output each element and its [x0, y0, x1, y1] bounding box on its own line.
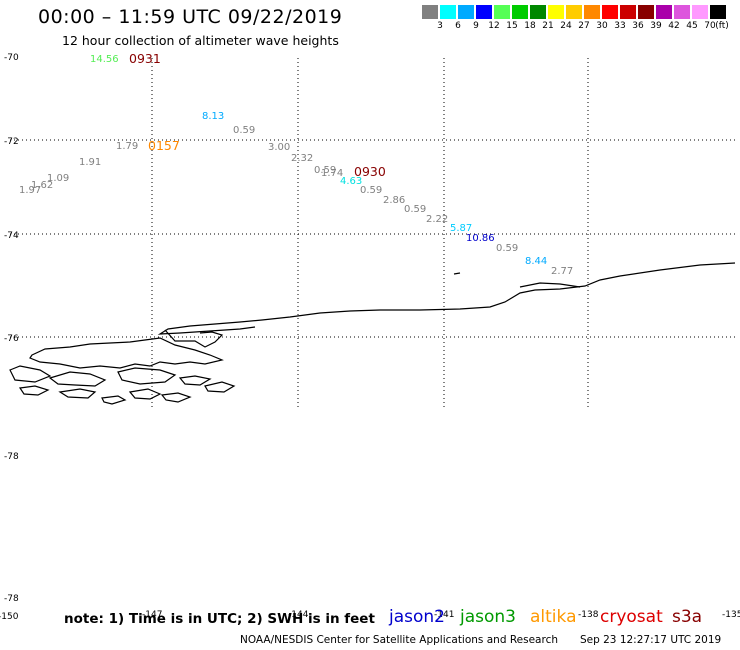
swh-value-label: 1.62	[31, 180, 53, 191]
swh-labels: 14.568.130.591.79 3.002.321.910.591.741.0…	[19, 54, 573, 277]
color-swatch	[458, 5, 475, 19]
color-swatch	[440, 5, 457, 19]
swh-value-label: 2.22	[426, 214, 448, 225]
color-swatch	[692, 5, 709, 19]
color-scale-label: 9	[473, 21, 479, 31]
satellite-legend-s3a: s3a	[672, 607, 703, 627]
color-scale-label: 36	[632, 21, 644, 31]
lat-label: -72	[4, 137, 19, 147]
satellite-legend-jason2: jason2	[389, 607, 445, 627]
color-swatch	[638, 5, 655, 19]
lat-label: -78	[4, 452, 19, 462]
color-scale-label: 27	[578, 21, 590, 31]
color-swatch	[494, 5, 511, 19]
pass-time-label: 0930	[354, 164, 386, 179]
swh-value-label: 4.63	[340, 176, 362, 187]
color-scale-label: 12	[488, 21, 500, 31]
map-title: 00:00 – 11:59 UTC 09/22/2019	[38, 6, 343, 28]
color-scale-label: 70	[704, 21, 716, 31]
color-scale-label: 24	[560, 21, 572, 31]
color-swatch	[476, 5, 493, 19]
color-scale-label: 33	[614, 21, 626, 31]
units-note: note: 1) Time is in UTC; 2) SWH is in fe…	[64, 611, 375, 627]
color-scale-legend: 3 6 9 12 15 18 21 24 27 30 33 36 39 42 45 70 (ft)	[422, 5, 729, 35]
swh-value-label: 2.86	[383, 195, 405, 206]
color-scale-label: 39	[650, 21, 662, 31]
color-scale-label: 15	[506, 21, 518, 31]
swh-value-label: 0.59	[314, 165, 336, 176]
map-subtitle: 12 hour collection of altimeter wave hei…	[62, 33, 339, 48]
lon-label: -150	[0, 612, 19, 622]
pass-time-labels: 0931 0157 0930	[129, 51, 386, 179]
color-scale-units: (ft)	[715, 21, 729, 31]
map-gridlines	[10, 58, 735, 408]
color-scale-label: 18	[524, 21, 536, 31]
swh-value-label: 14.56	[90, 54, 119, 65]
swh-value-label: 0.59	[233, 125, 255, 136]
swh-value-label: 2.32	[291, 153, 313, 164]
swh-value-label: 1.74	[321, 168, 343, 179]
color-swatch	[656, 5, 673, 19]
color-swatch	[512, 5, 529, 19]
swh-value-label: 3.00	[268, 142, 290, 153]
lat-label: -70	[4, 53, 19, 63]
pass-time-label: 0157	[148, 138, 180, 153]
color-swatch	[602, 5, 619, 19]
swh-value-label: 10.86	[466, 233, 495, 244]
swh-value-label: 0.59	[404, 204, 426, 215]
color-scale-label: 3	[437, 21, 443, 31]
lat-label: -74	[4, 231, 19, 241]
color-scale-label: 42	[668, 21, 680, 31]
color-swatch	[620, 5, 637, 19]
satellite-legend-jason3: jason3	[460, 607, 516, 627]
color-swatch	[674, 5, 691, 19]
lon-label: -138	[578, 610, 599, 620]
color-swatch	[584, 5, 601, 19]
lat-label: -78	[4, 594, 19, 604]
lat-label: -76	[4, 334, 19, 344]
swh-value-label: 1.91	[79, 157, 101, 168]
swh-value-label: 1.09	[47, 173, 69, 184]
credit-line: NOAA/NESDIS Center for Satellite Applica…	[240, 634, 558, 646]
color-swatch	[422, 5, 439, 19]
latitude-labels: -70 -72 -74 -76 -78 -78	[4, 53, 19, 604]
satellite-legend-cryosat: cryosat	[600, 607, 663, 627]
color-scale-label: 45	[686, 21, 698, 31]
swh-value-label: 8.44	[525, 256, 547, 267]
generated-timestamp: Sep 23 12:27:17 UTC 2019	[580, 634, 722, 646]
color-swatch	[548, 5, 565, 19]
swh-value-label: 0.59	[360, 185, 382, 196]
swh-value-label: 5.87	[450, 223, 472, 234]
color-swatch	[566, 5, 583, 19]
color-scale-label: 6	[455, 21, 461, 31]
lon-label: -141	[434, 610, 454, 620]
longitude-labels: -150 -147 -144 -141 -138 -135	[0, 610, 740, 622]
swh-value-label: 0.59	[496, 243, 518, 254]
lon-label: -135	[722, 610, 740, 620]
color-scale-label: 21	[542, 21, 554, 31]
lon-label: -147	[142, 610, 162, 620]
color-swatch	[530, 5, 547, 19]
swh-value-label: 8.13	[202, 111, 224, 122]
color-swatch	[710, 5, 727, 19]
coastline	[9, 262, 736, 405]
swh-value-label: 1.97	[19, 185, 41, 196]
satellite-legend-altika: altika	[530, 607, 577, 627]
lon-label: -144	[288, 610, 309, 620]
swh-value-label: 2.77	[551, 266, 573, 277]
pass-time-label: 0931	[129, 51, 161, 66]
color-scale-label: 30	[596, 21, 608, 31]
swh-value-label: 1.79	[116, 141, 138, 152]
